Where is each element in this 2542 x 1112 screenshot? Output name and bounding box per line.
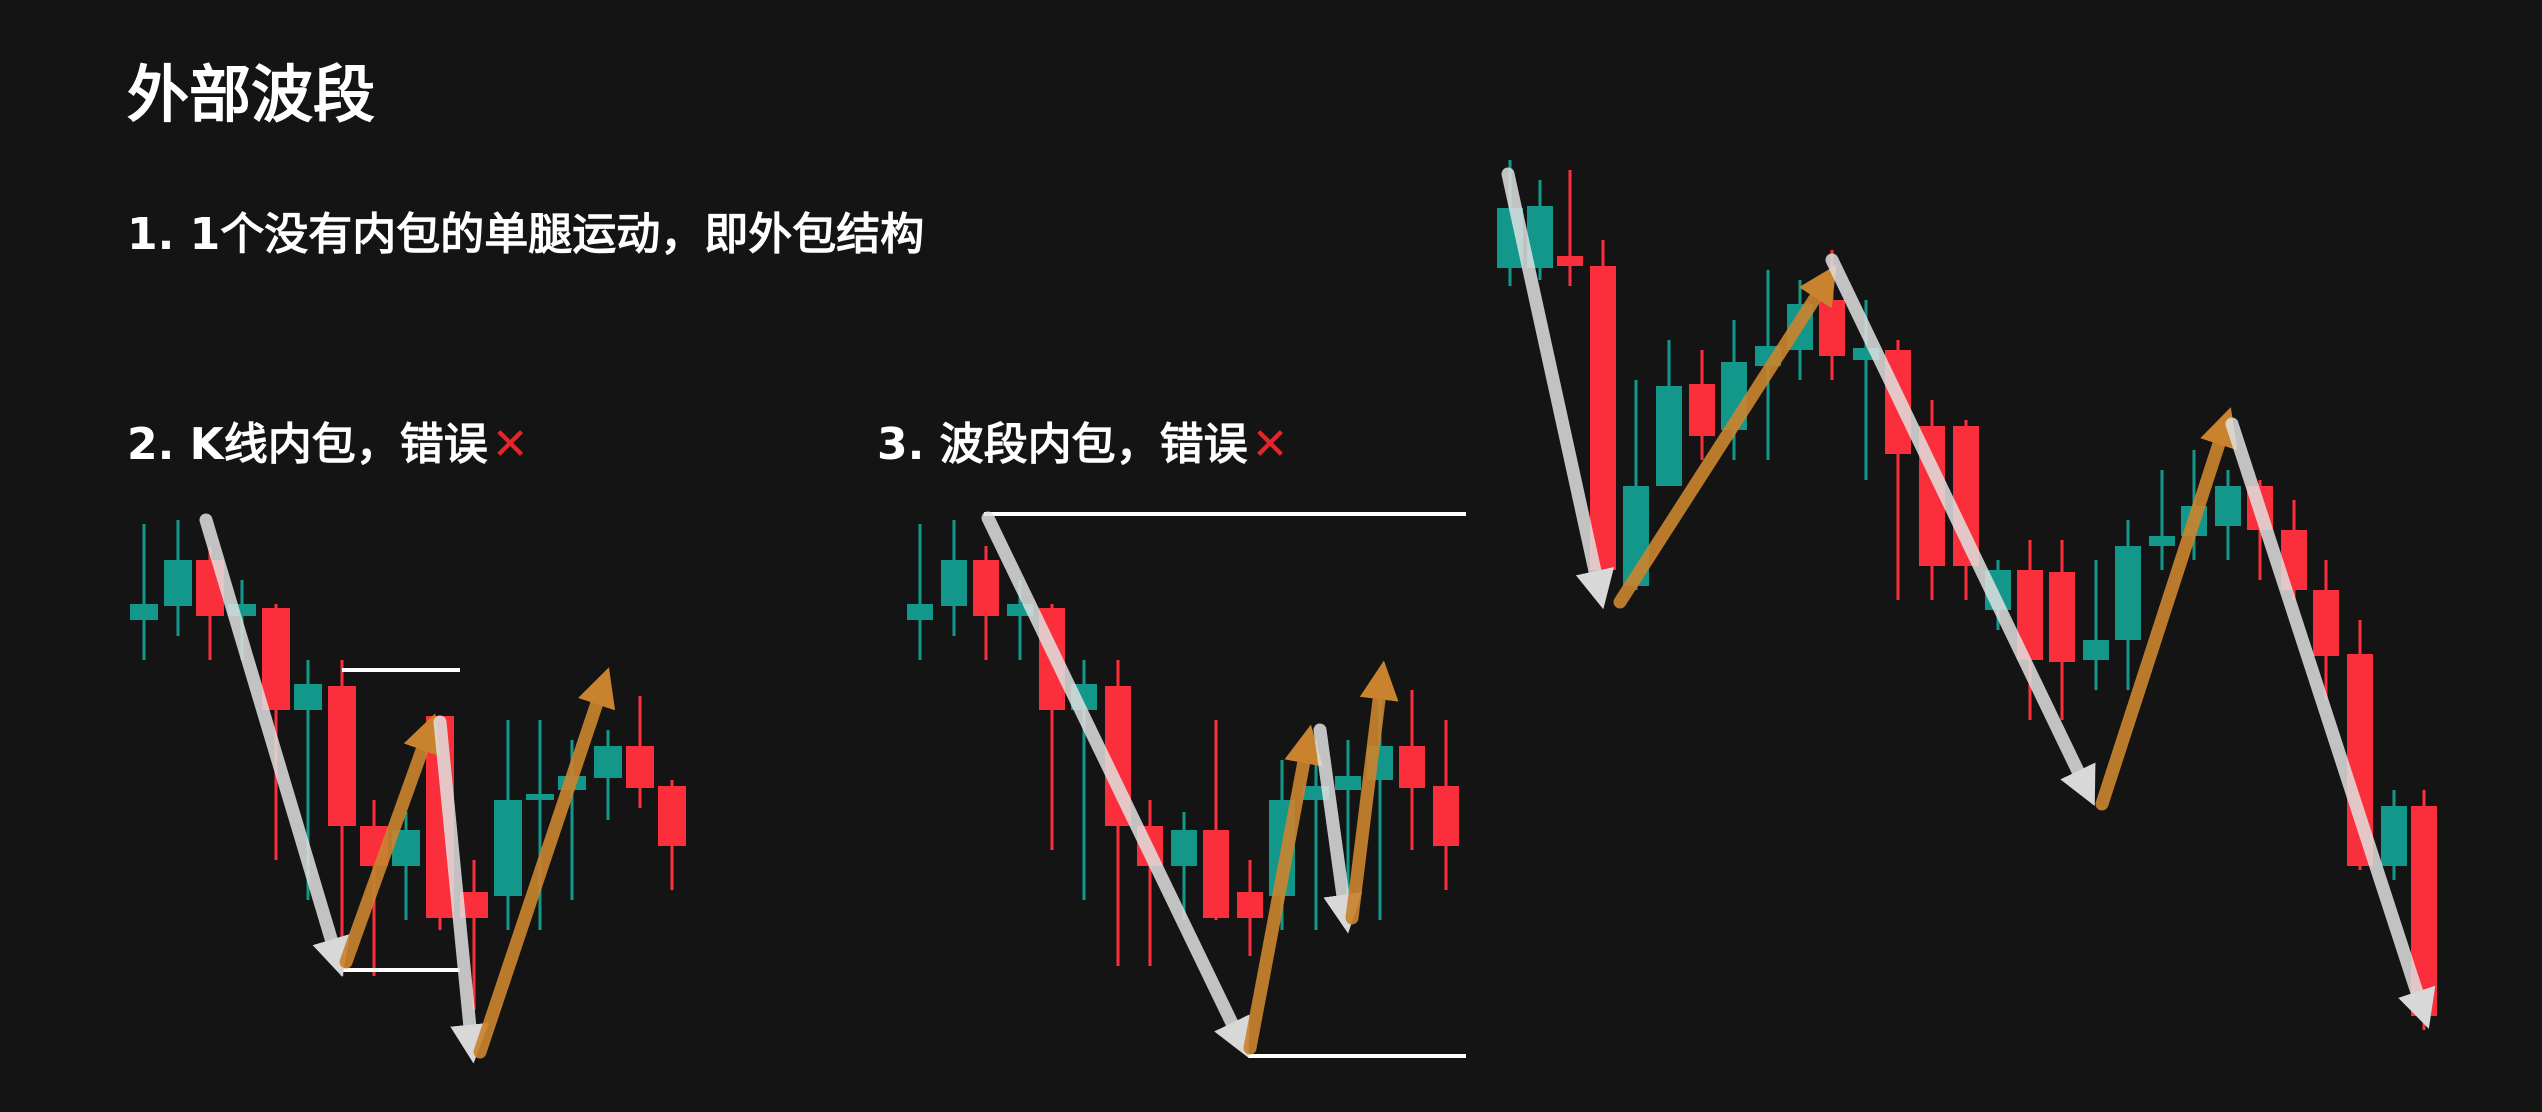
panel-1-bull-candle bbox=[2215, 470, 2241, 560]
panel-2-bull-candle bbox=[526, 720, 554, 930]
panel-3-bull-candle bbox=[941, 520, 967, 636]
panel-1-bear-candle bbox=[1557, 170, 1583, 286]
panel-1-up-leg-arrow bbox=[1613, 264, 1837, 609]
panel-2-bear-candle bbox=[328, 660, 356, 976]
panel-1-bear-candle bbox=[2313, 560, 2339, 700]
panel-2-up-leg-arrow bbox=[339, 713, 441, 969]
panel-2-down-leg-arrow bbox=[433, 715, 490, 1064]
point-2-label: 2. K线内包，错误 bbox=[127, 419, 488, 470]
panel-3-bull-candle bbox=[907, 524, 933, 660]
panel-3-bear-candle bbox=[1433, 720, 1459, 890]
panel-3-bear-candle bbox=[1237, 860, 1263, 956]
panel-1-up-leg-arrow bbox=[2095, 407, 2238, 811]
panel-3-down-leg-arrow bbox=[981, 511, 1250, 1059]
panel-1-bear-candle bbox=[1689, 350, 1715, 460]
panel-1-bear-candle bbox=[1590, 240, 1616, 600]
panel-1-down-leg-arrow bbox=[2225, 417, 2436, 1029]
panel-3-up-leg-arrow bbox=[1243, 724, 1323, 1055]
panel-3-bull-candle bbox=[1171, 812, 1197, 920]
panel-3-bull-candle bbox=[1335, 740, 1361, 900]
panel-2-bear-candle bbox=[626, 696, 654, 808]
panel-3-bear-candle bbox=[1399, 690, 1425, 850]
panel-2-bull-candle bbox=[392, 812, 420, 920]
panel-3-up-leg-arrow bbox=[1345, 660, 1399, 925]
point-1-label: 1. 1个没有内包的单腿运动，即外包结构 bbox=[127, 209, 925, 260]
panel-1-down-leg-arrow bbox=[1825, 253, 2096, 807]
panel-3-down-leg-arrow bbox=[1313, 723, 1363, 934]
panel-1-bull-candle bbox=[2115, 520, 2141, 690]
point-3-label: 3. 波段内包，错误 bbox=[877, 419, 1248, 470]
panel-2-up-leg-arrow bbox=[473, 667, 616, 1059]
point-3-heading: 3. 波段内包，错误✕ bbox=[877, 410, 1289, 480]
panel-3-bear-candle bbox=[973, 546, 999, 660]
panel-2-bull-candle bbox=[494, 720, 522, 930]
panel-2-down-leg-arrow bbox=[199, 513, 350, 977]
red-cross-icon: ✕ bbox=[491, 419, 529, 470]
panel-1-bear-candle bbox=[2281, 500, 2307, 600]
red-cross-icon: ✕ bbox=[1251, 419, 1289, 470]
panel-1-bull-candle bbox=[1656, 340, 1682, 486]
point-2-heading: 2. K线内包，错误✕ bbox=[127, 410, 529, 480]
panel-2-bull-candle bbox=[164, 520, 192, 636]
panel-2-bear-candle bbox=[658, 780, 686, 890]
panel-2-bull-candle bbox=[130, 524, 158, 660]
panel-1-bear-candle bbox=[2049, 540, 2075, 720]
panel-2-bull-candle bbox=[594, 730, 622, 820]
panel-1-bull-candle bbox=[2149, 470, 2175, 570]
page-title: 外部波段 bbox=[127, 58, 376, 131]
panel-1-bull-candle bbox=[2083, 560, 2109, 690]
panel-2-bear-candle bbox=[460, 860, 488, 1010]
panel-3-bear-candle bbox=[1203, 720, 1229, 920]
panel-1-down-leg-arrow bbox=[1501, 167, 1615, 610]
panel-1-bull-candle bbox=[2381, 790, 2407, 880]
panel-1-bear-candle bbox=[1819, 250, 1845, 380]
